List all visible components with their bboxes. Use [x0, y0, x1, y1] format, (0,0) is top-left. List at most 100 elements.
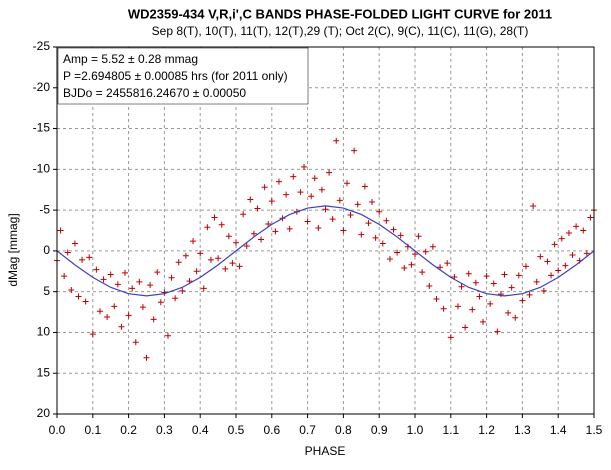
- data-point: [551, 241, 558, 248]
- data-point: [519, 297, 526, 304]
- y-tick-label: 0: [43, 243, 50, 257]
- data-point: [315, 225, 322, 232]
- x-tick-label: 1.0: [407, 423, 424, 437]
- data-point: [419, 269, 426, 276]
- data-point: [301, 163, 308, 170]
- x-tick-label: 1.1: [442, 423, 459, 437]
- data-point: [487, 300, 494, 307]
- data-point: [565, 229, 572, 236]
- data-point: [129, 285, 136, 292]
- data-point: [64, 249, 71, 256]
- data-point: [89, 331, 96, 338]
- x-axis-label: PHASE: [305, 444, 346, 458]
- data-point: [397, 232, 404, 239]
- data-point: [376, 208, 383, 215]
- data-point: [508, 284, 515, 291]
- data-point: [265, 220, 272, 227]
- data-point: [147, 282, 154, 289]
- data-point: [193, 268, 200, 275]
- data-point: [211, 214, 218, 221]
- data-point: [229, 260, 236, 267]
- y-tick-label: -15: [33, 121, 51, 135]
- data-point: [197, 250, 204, 257]
- x-tick-label: 1.5: [586, 423, 603, 437]
- data-point: [379, 240, 386, 247]
- x-tick-label: 0.3: [156, 423, 173, 437]
- x-tick-label: 0.1: [84, 423, 101, 437]
- y-tick-label: 5: [43, 284, 50, 298]
- y-tick-label: -5: [39, 202, 50, 216]
- data-point: [472, 279, 479, 286]
- data-point: [447, 334, 454, 341]
- data-point: [394, 249, 401, 256]
- data-point: [569, 251, 576, 258]
- data-point: [114, 281, 121, 288]
- data-point: [429, 243, 436, 250]
- data-point: [93, 266, 100, 273]
- data-point: [86, 254, 93, 261]
- data-point: [494, 328, 501, 335]
- x-tick-label: 0.0: [49, 423, 66, 437]
- x-tick-label: 0.9: [371, 423, 388, 437]
- data-point: [250, 230, 257, 237]
- data-point: [544, 258, 551, 265]
- data-point: [107, 271, 114, 278]
- data-point: [336, 197, 343, 204]
- data-point: [243, 242, 250, 249]
- data-point: [454, 303, 461, 310]
- data-point: [139, 304, 146, 311]
- data-point: [207, 256, 214, 263]
- plot-frame: [56, 46, 595, 415]
- data-point: [526, 291, 533, 298]
- x-tick-label: 0.4: [192, 423, 209, 437]
- data-point: [136, 278, 143, 285]
- data-point: [311, 175, 318, 182]
- data-point: [218, 221, 225, 228]
- data-point: [258, 236, 265, 243]
- data-point: [82, 298, 89, 305]
- y-axis-label: dMag [mmag]: [6, 213, 20, 286]
- x-tick-label: 1.4: [550, 423, 567, 437]
- data-point: [261, 184, 268, 191]
- data-point: [125, 312, 132, 319]
- data-point: [426, 282, 433, 289]
- data-point: [412, 251, 418, 258]
- data-point: [458, 283, 465, 290]
- data-point: [326, 169, 333, 176]
- annotation: BJDo = 2455816.24670 ± 0.00050: [63, 86, 246, 100]
- data-point: [583, 250, 590, 257]
- data-point: [522, 263, 529, 270]
- x-tick-label: 0.8: [335, 423, 352, 437]
- data-point: [236, 263, 243, 270]
- data-point: [254, 205, 261, 212]
- fit-curve: [56, 205, 595, 297]
- x-tick-label: 0.7: [299, 423, 316, 437]
- data-point: [75, 293, 82, 300]
- data-point: [372, 234, 379, 241]
- data-point: [100, 276, 107, 283]
- data-point: [164, 332, 171, 339]
- data-point: [555, 267, 562, 274]
- data-point: [297, 189, 304, 196]
- data-point: [408, 261, 415, 268]
- data-point: [247, 196, 254, 203]
- data-point: [182, 252, 189, 259]
- data-point: [268, 198, 275, 205]
- data-point: [57, 227, 64, 234]
- data-point: [580, 227, 587, 234]
- data-point: [275, 178, 282, 185]
- data-point: [290, 173, 297, 180]
- data-point: [225, 233, 232, 240]
- x-tick-label: 1.2: [478, 423, 495, 437]
- data-point: [132, 339, 139, 346]
- data-point: [530, 203, 537, 210]
- annotation: P =2.694805 ± 0.00085 hrs (for 2011 only…: [63, 69, 288, 83]
- data-point: [347, 212, 354, 219]
- data-point: [483, 273, 490, 280]
- data-point: [304, 218, 311, 225]
- data-point: [204, 224, 211, 231]
- data-point: [272, 228, 279, 235]
- data-point: [351, 147, 358, 154]
- data-point: [515, 272, 522, 279]
